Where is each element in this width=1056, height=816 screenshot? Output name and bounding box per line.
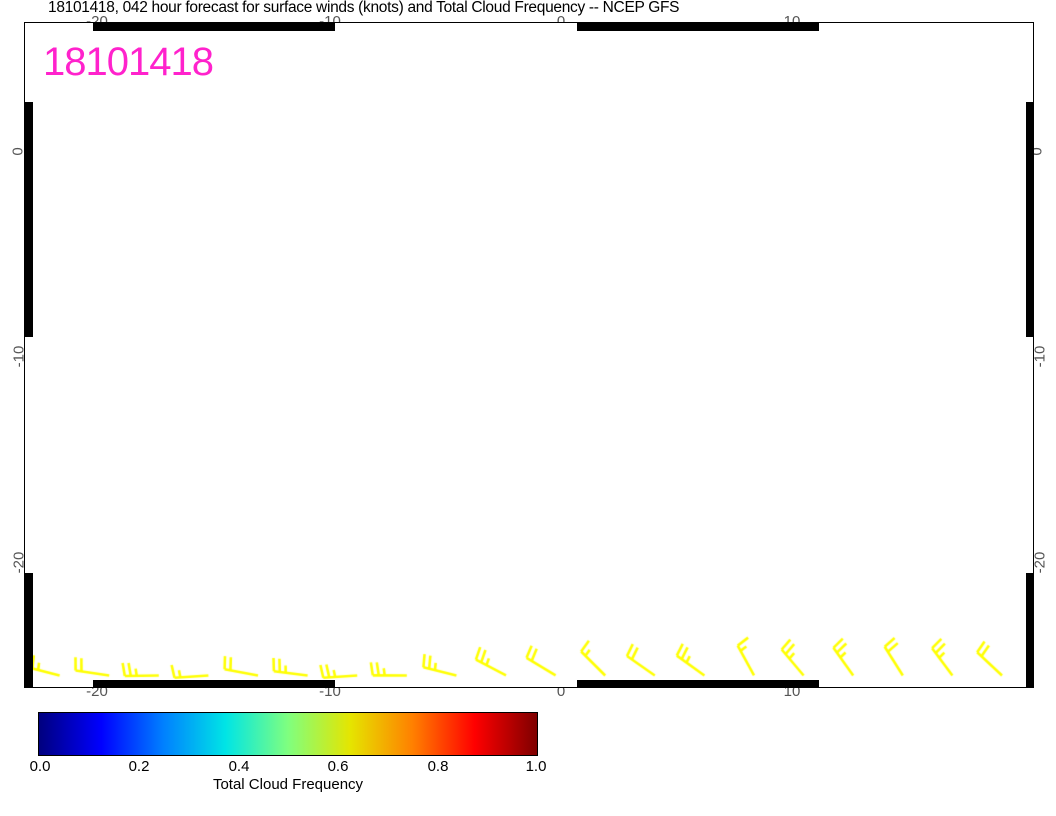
map-plot-area[interactable] (24, 22, 1034, 688)
frame-segment (1026, 572, 1033, 688)
frame-segment (1026, 101, 1033, 338)
frame-segment (25, 572, 33, 688)
frame-segment (24, 22, 1034, 23)
frame-segment (819, 680, 1034, 687)
y-tick-right-1: -10 (1031, 345, 1049, 368)
colorbar-tick-3: 0.6 (327, 758, 349, 775)
y-tick-right-2: -20 (1031, 551, 1049, 574)
colorbar-tick-5: 1.0 (525, 758, 547, 775)
colorbar-label: Total Cloud Frequency (212, 776, 364, 793)
frame-segment (93, 23, 336, 31)
colorbar-tick-0: 0.0 (29, 758, 51, 775)
frame-segment (24, 687, 1034, 688)
colorbar-tick-4: 0.8 (427, 758, 449, 775)
y-tick-left-0: 0 (9, 147, 27, 156)
x-tick-top-0: -20 (86, 13, 108, 30)
frame-segment (25, 337, 33, 573)
frame-segment (335, 680, 578, 687)
frame-segment (24, 22, 1034, 23)
colorbar-tick-1: 0.2 (128, 758, 150, 775)
x-tick-top-1: -10 (319, 13, 341, 30)
y-tick-left-1: -10 (10, 345, 28, 368)
frame-segment (24, 680, 94, 687)
y-tick-right-0: 0 (1028, 147, 1046, 156)
frame-segment (1026, 337, 1033, 573)
timestamp-overlay: 18101418 (43, 40, 214, 84)
frame-segment (24, 23, 94, 31)
x-tick-top-3: 10 (783, 13, 801, 30)
frame-segment (1026, 22, 1033, 102)
x-tick-bottom-1: -10 (319, 683, 341, 700)
frame-segment (25, 22, 33, 102)
frame-segment (24, 687, 1034, 688)
x-tick-bottom-0: -20 (86, 683, 108, 700)
frame-segment (335, 23, 578, 31)
frame-segment (93, 680, 336, 687)
colorbar (38, 712, 538, 756)
colorbar-tick-2: 0.4 (228, 758, 250, 775)
y-tick-left-2: -20 (10, 551, 28, 574)
frame-segment (819, 23, 1034, 31)
frame-segment (25, 101, 33, 338)
page-title: 18101418, 042 hour forecast for surface … (48, 0, 680, 16)
x-tick-bottom-3: 10 (783, 683, 801, 700)
x-tick-bottom-2: 0 (556, 683, 566, 700)
x-tick-top-2: 0 (556, 13, 566, 30)
